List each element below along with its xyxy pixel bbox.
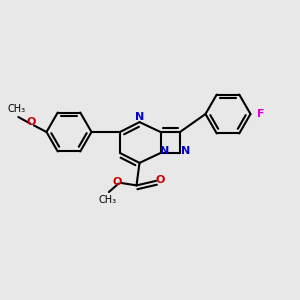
Text: N: N [135,112,144,122]
Text: CH₃: CH₃ [98,195,116,205]
Text: O: O [112,177,122,187]
Text: N: N [181,146,190,157]
Text: N: N [160,146,169,157]
Text: CH₃: CH₃ [8,104,26,114]
Text: O: O [26,117,36,127]
Text: F: F [257,109,265,119]
Text: O: O [155,175,165,185]
